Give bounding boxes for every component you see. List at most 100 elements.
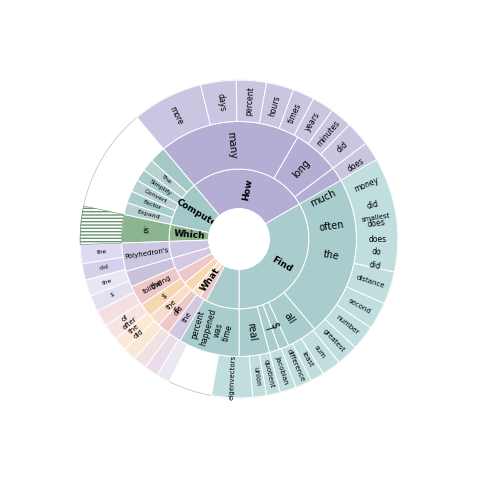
Text: number: number [335, 314, 360, 336]
Wedge shape [260, 83, 293, 129]
Text: Factor: Factor [141, 200, 162, 211]
Wedge shape [343, 164, 390, 203]
Text: did: did [98, 264, 109, 271]
Wedge shape [293, 339, 323, 380]
Circle shape [209, 209, 269, 269]
Wedge shape [194, 169, 300, 224]
Wedge shape [279, 90, 314, 135]
Wedge shape [171, 185, 219, 233]
Wedge shape [169, 225, 209, 241]
Wedge shape [333, 143, 379, 184]
Text: the: the [96, 249, 107, 255]
Wedge shape [121, 215, 171, 243]
Text: did: did [173, 305, 185, 317]
Text: least: least [300, 350, 314, 368]
Wedge shape [284, 180, 357, 329]
Text: does: does [367, 218, 386, 229]
Text: Expand: Expand [136, 209, 161, 220]
Wedge shape [135, 328, 170, 368]
Text: second: second [348, 297, 372, 315]
Wedge shape [116, 313, 154, 349]
Wedge shape [137, 170, 183, 204]
Wedge shape [146, 282, 202, 339]
Wedge shape [177, 253, 216, 283]
Text: days: days [215, 92, 227, 111]
Wedge shape [269, 293, 315, 346]
Wedge shape [80, 243, 123, 264]
Text: real: real [245, 322, 257, 342]
Wedge shape [294, 99, 332, 144]
Wedge shape [172, 247, 212, 272]
Text: The: The [160, 174, 172, 185]
Text: does: does [368, 235, 386, 243]
Text: money: money [352, 176, 380, 194]
Text: distance: distance [356, 274, 385, 289]
Wedge shape [347, 263, 394, 304]
Text: times: times [287, 101, 304, 124]
Text: much: much [309, 187, 338, 208]
Wedge shape [137, 85, 210, 149]
Wedge shape [308, 110, 349, 154]
Text: do: do [371, 247, 382, 257]
Wedge shape [91, 281, 134, 311]
Wedge shape [306, 208, 357, 238]
Text: often: often [319, 219, 345, 233]
Wedge shape [82, 257, 125, 280]
Text: does: does [346, 156, 366, 174]
Wedge shape [257, 304, 279, 353]
Wedge shape [325, 305, 371, 348]
Wedge shape [131, 180, 178, 211]
Wedge shape [127, 191, 175, 217]
Wedge shape [144, 160, 187, 198]
Text: more: more [168, 105, 185, 127]
Wedge shape [260, 353, 280, 395]
Wedge shape [200, 264, 225, 301]
Wedge shape [152, 149, 194, 192]
Wedge shape [177, 298, 239, 357]
Text: did: did [366, 200, 380, 211]
Wedge shape [98, 293, 141, 326]
Wedge shape [201, 80, 237, 125]
Wedge shape [357, 231, 398, 247]
Text: $: $ [269, 321, 281, 330]
Text: Compute: Compute [174, 197, 218, 229]
Wedge shape [353, 255, 396, 277]
Text: quotient: quotient [263, 359, 275, 389]
Wedge shape [185, 258, 219, 291]
Text: the: the [323, 249, 340, 261]
Wedge shape [313, 319, 355, 362]
Wedge shape [356, 245, 398, 261]
Text: Which: Which [173, 229, 205, 240]
Text: percent
happened
was
time: percent happened was time [188, 305, 238, 353]
Text: Convert: Convert [143, 188, 168, 205]
Wedge shape [337, 287, 384, 328]
Text: What: What [199, 266, 222, 293]
Wedge shape [141, 278, 186, 316]
Wedge shape [106, 303, 148, 339]
Wedge shape [274, 137, 333, 197]
Text: Find: Find [271, 255, 294, 273]
Text: eigenvectors: eigenvectors [229, 354, 237, 400]
Text: Simplify: Simplify [149, 179, 172, 197]
Text: hours: hours [268, 94, 282, 117]
Wedge shape [295, 168, 353, 221]
Wedge shape [301, 330, 339, 374]
Text: Polyhedron's: Polyhedron's [124, 247, 169, 260]
Wedge shape [239, 306, 270, 357]
Text: did: did [368, 260, 381, 271]
Text: percent: percent [244, 86, 255, 116]
Text: of
after
the
did: of after the did [117, 310, 146, 342]
Text: many: many [225, 131, 237, 160]
Wedge shape [159, 290, 197, 333]
Text: Jacobian: Jacobian [274, 356, 289, 385]
Text: l: l [262, 326, 272, 331]
Text: greatest: greatest [321, 327, 345, 353]
Text: years: years [303, 110, 322, 133]
Wedge shape [150, 285, 191, 325]
Text: is: is [171, 304, 182, 314]
Wedge shape [174, 250, 239, 309]
Wedge shape [192, 261, 222, 297]
Wedge shape [129, 263, 184, 311]
Text: the: the [182, 311, 193, 324]
Text: long: long [291, 158, 312, 180]
